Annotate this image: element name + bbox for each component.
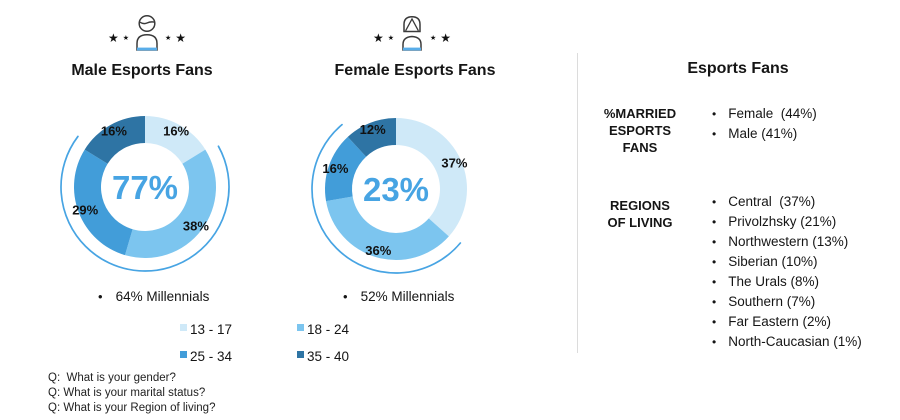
star-icon: ★ bbox=[175, 31, 187, 45]
star-icon: ★ bbox=[165, 34, 172, 42]
list-item: • Male (41%) bbox=[712, 124, 817, 144]
question-gender: Q: What is your gender? bbox=[48, 372, 176, 384]
svg-text:38%: 38% bbox=[183, 218, 209, 233]
svg-text:23%: 23% bbox=[363, 171, 429, 208]
married-fans-list: • Female (44%) • Male (41%) bbox=[712, 104, 817, 144]
female-person-icon bbox=[402, 15, 422, 51]
male-person-icon bbox=[136, 14, 158, 51]
svg-text:36%: 36% bbox=[365, 243, 391, 258]
legend-label: 13 - 17 bbox=[190, 322, 233, 337]
bullet-icon: • bbox=[712, 335, 717, 349]
survey-questions: Q: What is your gender? Q: What is your … bbox=[48, 371, 215, 416]
item-label: Far Eastern (2%) bbox=[728, 314, 831, 329]
item-label: Siberian (10%) bbox=[728, 254, 818, 269]
list-item: • Northwestern (13%) bbox=[712, 232, 862, 252]
bullet-icon: • bbox=[712, 315, 717, 329]
married-fans-label: %MARRIED ESPORTS FANS bbox=[586, 105, 694, 156]
legend-label: 35 - 40 bbox=[307, 349, 350, 364]
item-label: The Urals (8%) bbox=[728, 274, 819, 289]
bullet-icon: • bbox=[712, 275, 717, 289]
item-label: North-Caucasian (1%) bbox=[728, 334, 862, 349]
note-label: 64% Millennials bbox=[115, 289, 210, 304]
svg-text:12%: 12% bbox=[360, 122, 386, 137]
female-fan-icon-group: ★ ★ ★ ★ bbox=[352, 14, 472, 52]
legend-item-25-34: 25 - 34 bbox=[180, 349, 232, 364]
list-item: • Female (44%) bbox=[712, 104, 817, 124]
label-line: REGIONS bbox=[610, 198, 670, 213]
label-line: %MARRIED bbox=[603, 106, 677, 121]
male-chart-title: Male Esports Fans bbox=[71, 62, 213, 79]
star-icon: ★ bbox=[440, 31, 452, 45]
bullet-icon: • bbox=[343, 289, 348, 304]
label-line: ESPORTS bbox=[608, 123, 672, 138]
female-millennials-note: • 52% Millennials bbox=[343, 289, 454, 304]
bullet-icon: • bbox=[712, 215, 717, 229]
legend-label: 18 - 24 bbox=[307, 322, 350, 337]
male-fan-icon-group: ★ ★ ★ ★ bbox=[87, 14, 207, 52]
bullet-icon: • bbox=[712, 235, 717, 249]
bullet-icon: • bbox=[98, 289, 103, 304]
svg-text:37%: 37% bbox=[441, 155, 467, 170]
item-label: Northwestern (13%) bbox=[728, 234, 849, 249]
bullet-icon: • bbox=[712, 127, 717, 141]
star-icon: ★ bbox=[387, 34, 394, 42]
question-marital-status: Q: What is your marital status? bbox=[48, 387, 206, 399]
list-item: • North-Caucasian (1%) bbox=[712, 332, 862, 352]
svg-text:16%: 16% bbox=[322, 161, 348, 176]
list-item: • Central (37%) bbox=[712, 192, 862, 212]
list-item: • The Urals (8%) bbox=[712, 272, 862, 292]
bullet-icon: • bbox=[712, 107, 717, 121]
regions-label: REGIONS OF LIVING bbox=[586, 197, 694, 231]
legend-swatch-35-40 bbox=[297, 351, 304, 358]
list-item: • Far Eastern (2%) bbox=[712, 312, 862, 332]
item-label: Male (41%) bbox=[728, 126, 798, 141]
legend-swatch-13-17 bbox=[180, 324, 187, 331]
legend-item-13-17: 13 - 17 bbox=[180, 322, 232, 337]
legend-label: 25 - 34 bbox=[190, 349, 233, 364]
svg-text:16%: 16% bbox=[163, 124, 189, 139]
list-item: • Southern (7%) bbox=[712, 292, 862, 312]
female-chart-title: Female Esports Fans bbox=[334, 62, 496, 79]
item-label: Southern (7%) bbox=[728, 294, 816, 309]
legend-item-18-24: 18 - 24 bbox=[297, 322, 349, 337]
star-icon: ★ bbox=[372, 31, 384, 45]
female-donut-chart: 37% 36% 16% 12% 23% bbox=[306, 99, 486, 279]
question-region: Q: What is your Region of living? bbox=[48, 402, 216, 414]
regions-list: • Central (37%) • Privolzhsky (21%) • No… bbox=[712, 192, 862, 352]
star-icon: ★ bbox=[430, 34, 437, 42]
male-millennials-note: • 64% Millennials bbox=[98, 289, 209, 304]
legend-item-35-40: 35 - 40 bbox=[297, 349, 349, 364]
svg-text:16%: 16% bbox=[101, 124, 127, 139]
list-item: • Siberian (10%) bbox=[712, 252, 862, 272]
item-label: Privolzhsky (21%) bbox=[728, 214, 837, 229]
legend-swatch-18-24 bbox=[297, 324, 304, 331]
right-panel-title: Esports Fans bbox=[687, 60, 789, 77]
list-item: • Privolzhsky (21%) bbox=[712, 212, 862, 232]
bullet-icon: • bbox=[712, 255, 717, 269]
star-icon: ★ bbox=[122, 34, 129, 42]
svg-text:29%: 29% bbox=[72, 202, 98, 217]
star-icon: ★ bbox=[107, 31, 119, 45]
legend-swatch-25-34 bbox=[180, 351, 187, 358]
item-label: Central (37%) bbox=[728, 194, 816, 209]
bullet-icon: • bbox=[712, 295, 717, 309]
label-line: FANS bbox=[622, 140, 658, 155]
item-label: Female (44%) bbox=[728, 106, 817, 121]
note-label: 52% Millennials bbox=[360, 289, 455, 304]
male-donut-chart: 16% 38% 29% 16% 77% bbox=[55, 97, 235, 277]
label-line: OF LIVING bbox=[607, 215, 673, 230]
bullet-icon: • bbox=[712, 195, 717, 209]
svg-text:77%: 77% bbox=[112, 169, 178, 206]
vertical-divider bbox=[577, 53, 578, 353]
